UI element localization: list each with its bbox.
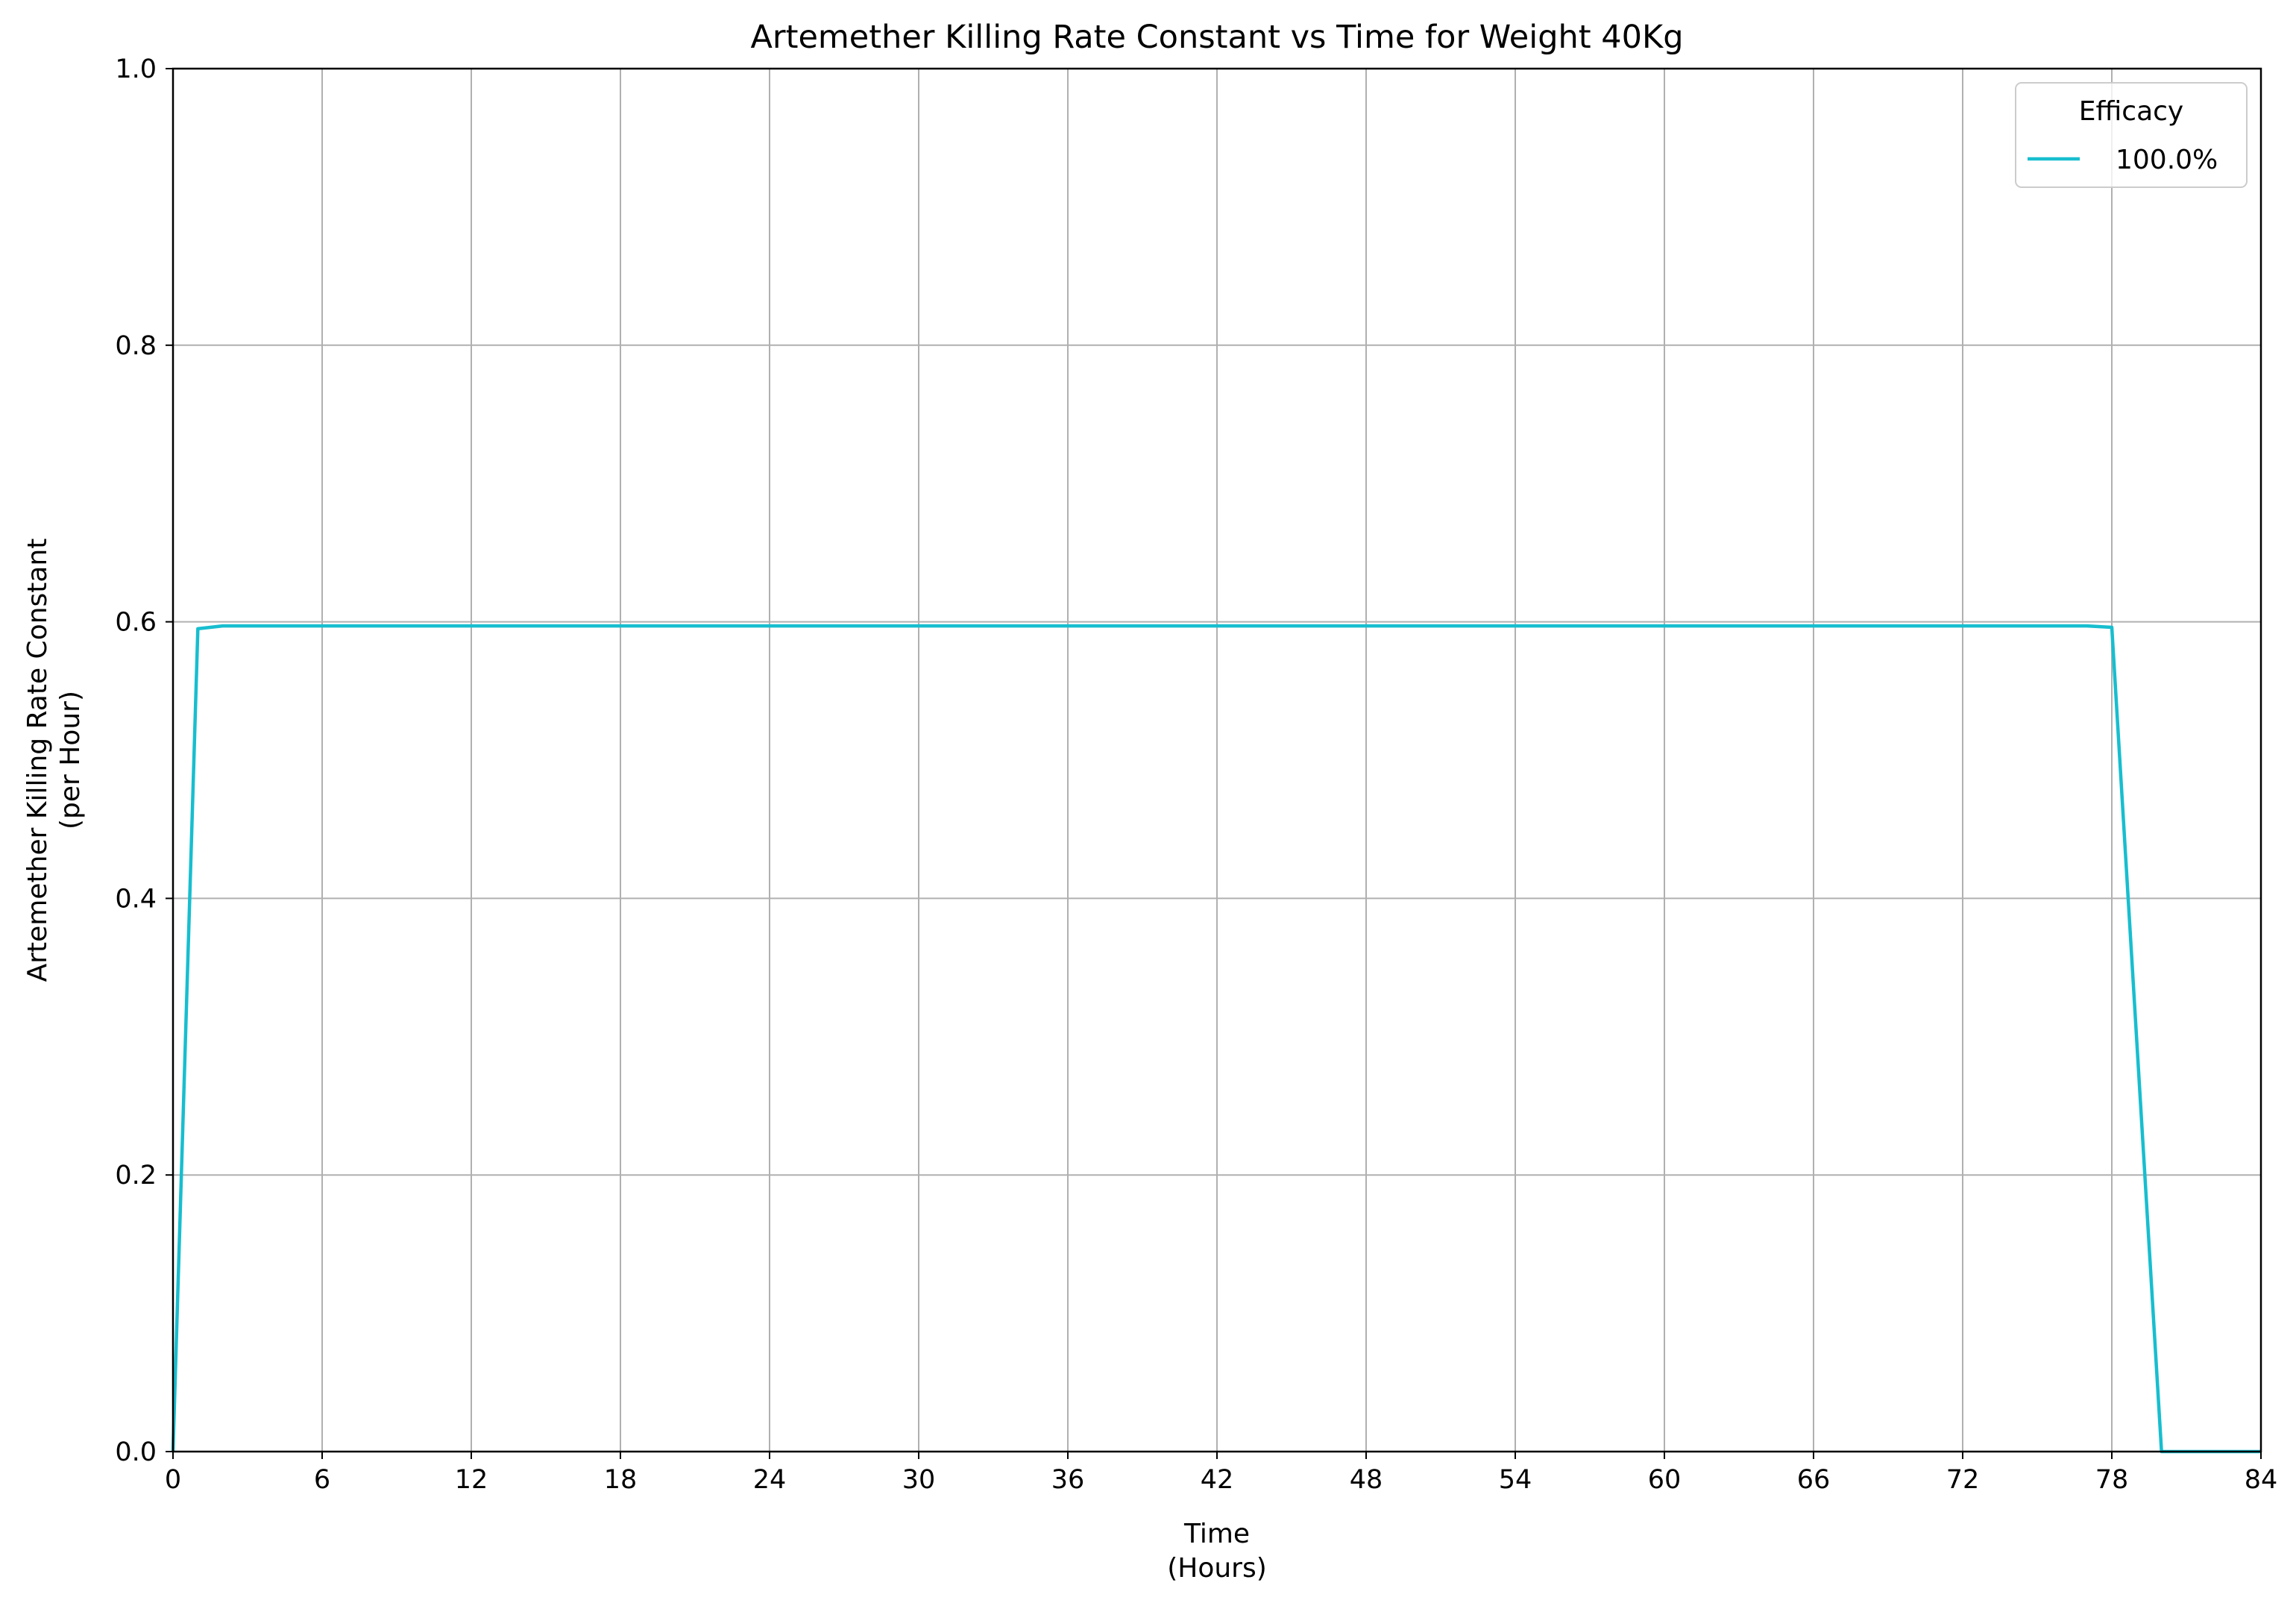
series-line-0 [171, 624, 2261, 1454]
y-tick-label-1: 0.2 [115, 1161, 157, 1191]
x-tick-label-1: 6 [314, 1465, 330, 1495]
y-tick-label-0: 0.0 [115, 1437, 157, 1467]
y-tick-label-3: 0.6 [115, 608, 157, 638]
x-tick-label-0: 0 [165, 1465, 181, 1495]
y-axis-title-line1: Artemether Killing Rate Constant [22, 539, 53, 982]
y-tick-label-5: 1.0 [115, 54, 157, 84]
x-tick-label-2: 12 [455, 1465, 488, 1495]
x-tick-label-12: 72 [1946, 1465, 1980, 1495]
x-tick-label-8: 48 [1350, 1465, 1383, 1495]
y-tick-label-4: 0.8 [115, 331, 157, 361]
y-tick-label-2: 0.4 [115, 884, 157, 914]
x-axis-ticks: 0 6 12 18 24 30 36 42 48 54 60 66 72 78 84 [165, 1452, 2277, 1495]
legend-entry-label: 100.0% [2116, 145, 2218, 175]
x-tick-label-5: 30 [902, 1465, 936, 1495]
y-axis-title-group-2: (per Hour) [55, 691, 86, 829]
x-tick-label-10: 60 [1648, 1465, 1682, 1495]
x-tick-label-3: 18 [604, 1465, 638, 1495]
chart-title: Artemether Killing Rate Constant vs Time… [750, 19, 1683, 56]
x-tick-label-14: 84 [2245, 1465, 2278, 1495]
legend-box [2015, 82, 2248, 188]
legend-title: Efficacy [2079, 96, 2184, 127]
x-tick-label-11: 66 [1797, 1465, 1831, 1495]
x-tick-label-13: 78 [2095, 1465, 2129, 1495]
x-tick-label-6: 36 [1051, 1465, 1085, 1495]
x-axis-title-line1: Time [1183, 1519, 1250, 1549]
y-axis-title-group: Artemether Killing Rate Constant [22, 539, 53, 982]
y-axis-title-line2: (per Hour) [55, 691, 86, 829]
x-tick-label-7: 42 [1201, 1465, 1234, 1495]
y-axis-ticks: 0.0 0.2 0.4 0.6 0.8 1.0 [115, 54, 173, 1467]
series-layer [171, 624, 2261, 1454]
x-axis-title-line2: (Hours) [1167, 1553, 1267, 1584]
x-tick-label-9: 54 [1499, 1465, 1532, 1495]
x-gridlines [172, 69, 2262, 1452]
legend: Efficacy 100.0% [2015, 82, 2248, 188]
x-tick-label-4: 24 [753, 1465, 787, 1495]
